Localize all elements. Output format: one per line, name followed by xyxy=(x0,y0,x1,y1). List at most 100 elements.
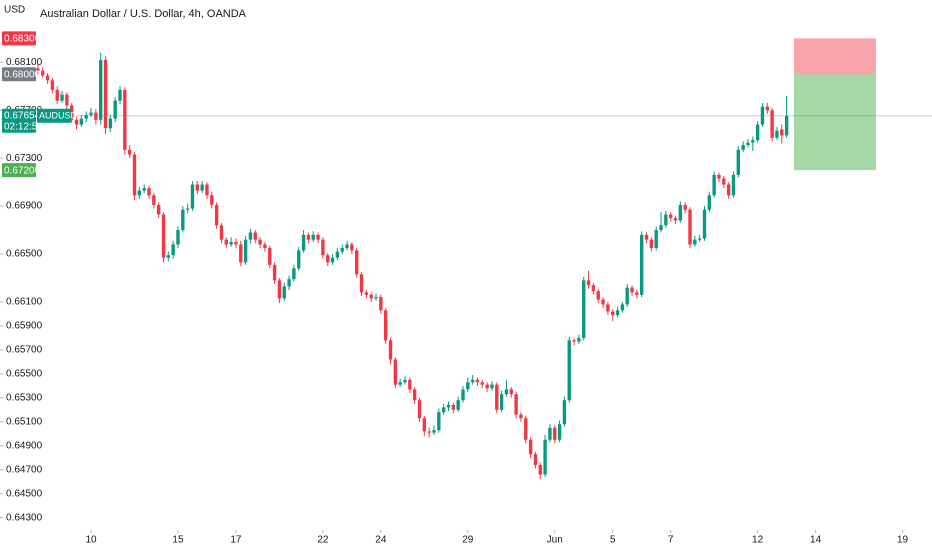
candle-body xyxy=(470,379,475,383)
x-tick-label: 17 xyxy=(230,535,242,546)
candle-body xyxy=(156,204,161,215)
candle-body xyxy=(311,234,315,240)
y-tick-label: 0.66500 xyxy=(6,249,43,260)
candle-body xyxy=(234,242,238,245)
candle-body xyxy=(456,400,460,410)
candle-body xyxy=(103,59,108,129)
candle-body xyxy=(152,195,156,205)
candle-body xyxy=(466,382,470,390)
symbol-label: AUDUSD xyxy=(39,111,78,121)
candle-body xyxy=(591,285,596,292)
candle-body xyxy=(640,234,644,295)
candle-body xyxy=(726,184,731,196)
candle-body xyxy=(649,239,654,249)
candle-body xyxy=(326,255,330,263)
countdown-label: 02:12:51 xyxy=(4,121,43,132)
y-tick-label: 0.65700 xyxy=(6,345,43,356)
candle-body xyxy=(495,384,499,410)
candle-body xyxy=(654,230,658,249)
candle-body xyxy=(461,389,465,401)
candle-body xyxy=(89,112,93,116)
y-tick-label: 0.65300 xyxy=(6,392,43,403)
candle-body xyxy=(50,80,55,90)
candle-body xyxy=(504,389,509,395)
candle-body xyxy=(586,280,591,286)
y-tick-label: 0.67300 xyxy=(6,153,43,164)
candle-body xyxy=(615,310,620,316)
candle-body xyxy=(132,154,137,196)
candle-body xyxy=(263,244,267,249)
candle-body xyxy=(446,405,451,408)
candle-body xyxy=(330,257,335,263)
candle-body xyxy=(65,94,69,106)
candle-body xyxy=(185,208,190,210)
candle-body xyxy=(355,250,359,275)
target-tag xyxy=(2,163,36,178)
x-tick-label: 5 xyxy=(610,535,616,546)
candle-body xyxy=(538,464,542,475)
x-tick-label: 29 xyxy=(462,535,474,546)
x-tick-label: 24 xyxy=(375,535,387,546)
candle-body xyxy=(630,287,634,293)
candle-body xyxy=(441,407,446,413)
last-price-tag xyxy=(2,108,36,133)
y-tick-label: 0.66100 xyxy=(6,297,43,308)
candle-body xyxy=(717,174,721,179)
candle-body xyxy=(369,294,373,299)
x-tick-label: Jun xyxy=(547,535,563,546)
candle-body xyxy=(760,106,765,125)
candle-body xyxy=(224,239,228,245)
candle-body xyxy=(620,304,625,311)
candle-body xyxy=(751,140,755,143)
candle-body xyxy=(625,287,629,305)
candle-body xyxy=(408,379,412,390)
candle-body xyxy=(417,400,422,419)
candle-body xyxy=(533,454,538,465)
y-tick-label: 0.64900 xyxy=(6,440,43,451)
candle-body xyxy=(475,379,480,383)
x-tick-label: 22 xyxy=(317,535,329,546)
candle-body xyxy=(770,110,774,138)
candle-body xyxy=(688,209,692,245)
candle-body xyxy=(755,124,760,141)
candle-body xyxy=(664,214,668,226)
candle-body xyxy=(741,144,745,150)
candle-body xyxy=(306,234,311,240)
candle-body xyxy=(707,195,712,210)
stop-tag-label: 0.68300 xyxy=(4,33,41,44)
candle-body xyxy=(374,297,378,299)
y-tick-label: 0.64500 xyxy=(6,488,43,499)
candle-body xyxy=(422,418,427,432)
candle-body xyxy=(383,310,388,341)
candle-body xyxy=(427,431,431,433)
candle-body xyxy=(229,242,233,245)
candle-body xyxy=(200,184,204,191)
candle-body xyxy=(205,184,209,196)
candle-body xyxy=(562,400,567,425)
x-tick-label: 10 xyxy=(85,535,97,546)
candle-body xyxy=(557,424,562,440)
candle-body xyxy=(731,174,736,196)
candle-body xyxy=(403,379,407,383)
candle-body xyxy=(673,218,678,221)
candle-body xyxy=(572,340,576,342)
candle-body xyxy=(697,238,702,240)
candle-body xyxy=(480,382,484,385)
candle-body xyxy=(258,239,262,245)
candle-body xyxy=(190,184,195,209)
candle-body xyxy=(282,286,286,299)
candle-body xyxy=(70,105,74,120)
candle-body xyxy=(74,119,79,125)
candle-body xyxy=(567,340,571,401)
candle-body xyxy=(635,292,639,295)
chart-title: Australian Dollar / U.S. Dollar, 4h, OAN… xyxy=(40,8,247,20)
candle-body xyxy=(277,280,282,299)
candle-body xyxy=(393,359,398,385)
candle-body xyxy=(553,427,557,440)
candle-body xyxy=(678,204,683,221)
candle-body xyxy=(321,239,325,256)
candle-body xyxy=(297,250,301,269)
candle-body xyxy=(412,389,417,401)
y-tick-label: 0.66900 xyxy=(6,201,43,212)
